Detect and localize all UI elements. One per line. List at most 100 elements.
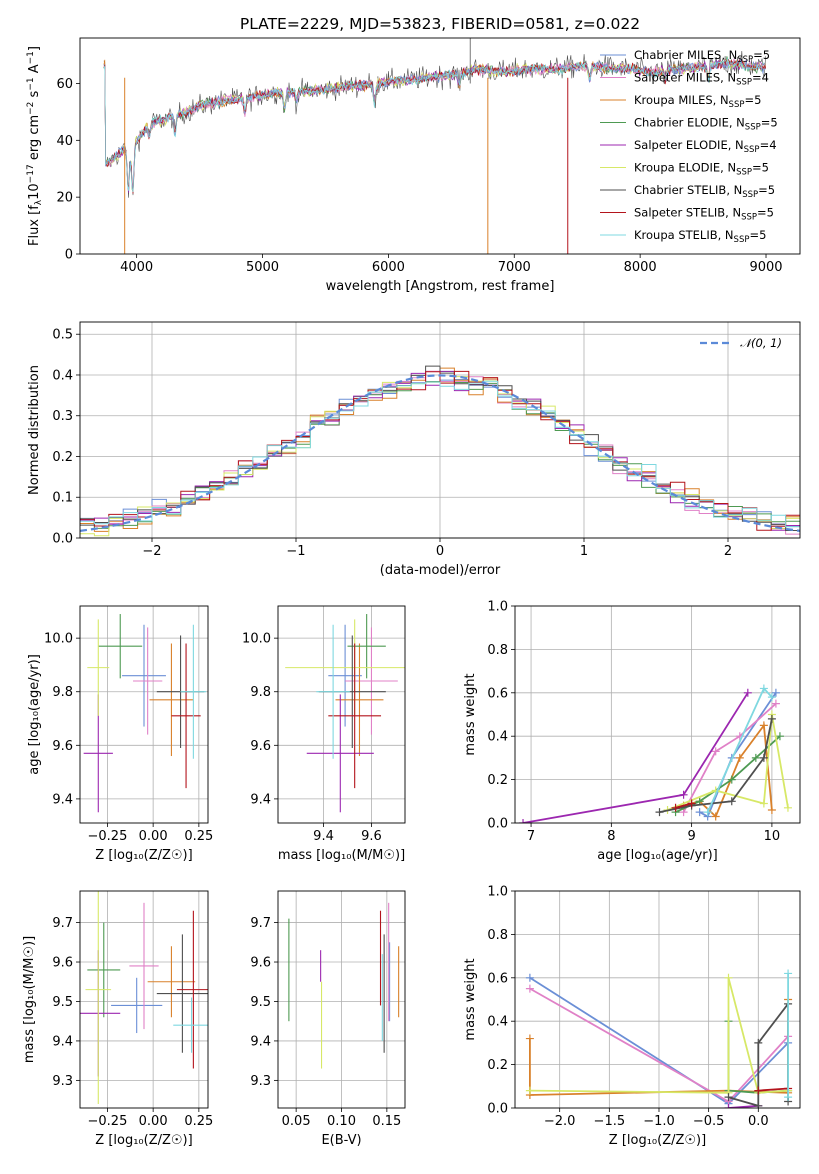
residuals-ytick-label: 0.1 — [52, 491, 73, 506]
massweight_vs_Z-ylabel: mass weight — [463, 958, 478, 1040]
mass_vs_EBV-ytick-label: 9.7 — [250, 916, 271, 931]
massweight_vs_age-marker-chabrier-miles — [695, 808, 704, 817]
age_vs_mass-xtick-label: 9.4 — [313, 829, 334, 844]
age_vs_Z-ytick-label: 9.4 — [52, 792, 73, 807]
massweight_vs_age-marker-chabrier-elodie — [727, 775, 736, 784]
massweight_vs_Z-xtick-label: −1.5 — [594, 1114, 626, 1129]
age_vs_Z-xtick-label: −0.25 — [88, 829, 128, 844]
age_vs_Z-point-salpeter-miles — [133, 627, 163, 735]
legend-label-salpeter-elodie: Salpeter ELODIE, NSSP=4 — [634, 138, 777, 155]
massweight_vs_age-marker-kroupa-stelib — [703, 808, 712, 817]
massweight_vs_age-marker-chabrier-stelib — [655, 808, 664, 817]
massweight_vs_Z-marker-chabrier-stelib — [724, 1093, 733, 1102]
massweight_vs_age-xlabel: age [log₁₀(age/yr)] — [597, 848, 718, 863]
residuals-ytick-label: 0.2 — [52, 450, 73, 465]
legend-label-salpeter-stelib: Salpeter STELIB, NSSP=5 — [634, 206, 774, 223]
age_vs_mass-xtick-label: 9.6 — [361, 829, 382, 844]
massweight_vs_age-marker-kroupa-miles — [759, 721, 768, 730]
spectrum-xtick-label: 7000 — [498, 260, 531, 275]
massweight_vs_age-marker-chabrier-stelib — [767, 714, 776, 723]
spectrum-ylabel: Flux [fλ10−17 erg cm−2 s−1 A−1] — [26, 46, 44, 246]
age_vs_mass-ytick-label: 9.4 — [250, 792, 271, 807]
massweight_vs_Z-frame — [514, 890, 801, 1109]
massweight_vs_Z-ytick-label: 0.6 — [487, 971, 508, 986]
spectrum-ytick-label: 20 — [56, 191, 73, 206]
massweight_vs_age-ylabel: mass weight — [463, 673, 478, 755]
residuals-ytick-label: 0.3 — [52, 409, 73, 424]
legend-label-kroupa-stelib: Kroupa STELIB, NSSP=5 — [634, 228, 766, 245]
spectrum-xtick-label: 8000 — [624, 260, 657, 275]
massweight_vs_Z-xtick-label: 0.0 — [748, 1114, 769, 1129]
mass_vs_EBV-ytick-label: 9.3 — [250, 1074, 271, 1089]
spectrum-xtick-label: 6000 — [372, 260, 405, 275]
massweight_vs_Z-ytick-label: 1.0 — [487, 885, 508, 900]
massweight_vs_age-ytick-label: 1.0 — [487, 600, 508, 615]
spectrum-frame — [79, 37, 801, 255]
mass_vs_Z-xtick-label: 0.00 — [139, 1114, 168, 1129]
mass_vs_EBV-ytick-label: 9.4 — [250, 1034, 271, 1049]
figure-title: PLATE=2229, MJD=53823, FIBERID=0581, z=0… — [240, 15, 640, 33]
age_vs_Z-xtick-label: 0.00 — [139, 829, 168, 844]
residual-hist-salpeter-stelib — [80, 370, 800, 531]
legend-label-kroupa-elodie: Kroupa ELODIE, NSSP=5 — [634, 161, 769, 178]
massweight_vs_Z-xtick-label: −2.0 — [544, 1114, 576, 1129]
age_vs_mass-point-chabrier-elodie — [347, 614, 386, 679]
mass_vs_Z-plot-area — [80, 891, 208, 1105]
spectrum-axes: 4000 5000 6000 7000 8000 9000 0 20 40 60 wavelengt… — [26, 37, 801, 294]
residuals-xtick-label: 2 — [724, 544, 732, 559]
mass_vs_EBV-axes: 0.05 0.10 0.15 9.3 9.4 9.5 9.6 9.7 E(B-V) — [250, 890, 406, 1148]
massweight_vs_age-line-salpeter-miles — [682, 702, 777, 813]
massweight_vs_Z-xlabel: Z [log₁₀(Z/Z☉)] — [609, 1133, 706, 1148]
massweight_vs_age-marker-chabrier-elodie — [751, 753, 760, 762]
massweight_vs_age-ytick-label: 0.6 — [487, 686, 508, 701]
age_vs_Z-point-salpeter-stelib — [171, 643, 201, 789]
mass_vs_Z-point-kroupa-stelib — [173, 997, 208, 1053]
spectrum-legend: Chabrier MILES, NSSP=5 Salpeter MILES, NS… — [600, 48, 778, 245]
massweight_vs_age-ytick-label: 0.0 — [487, 817, 508, 832]
massweight_vs_age-marker-kroupa-miles — [711, 812, 720, 821]
legend-label-chabrier-stelib: Chabrier STELIB, NSSP=5 — [634, 183, 775, 200]
mass_vs_Z-point-kroupa-miles — [147, 946, 196, 1018]
mass_vs_Z-ytick-label: 9.5 — [52, 995, 73, 1010]
massweight_vs_age-xtick-label: 7 — [527, 829, 535, 844]
age_vs_mass-point-salpeter-stelib — [328, 643, 382, 789]
massweight_vs_age-marker-chabrier-elodie — [775, 732, 784, 741]
age_vs_mass-ytick-label: 10.0 — [242, 632, 271, 647]
mass_vs_Z-point-chabrier-elodie — [87, 922, 121, 1018]
mass_vs_Z-point-chabrier-stelib — [156, 934, 208, 1053]
mass_vs_Z-point-chabrier-miles — [111, 977, 163, 1034]
massweight_vs_age-marker-kroupa-stelib — [759, 684, 768, 693]
age_vs_Z-point-kroupa-elodie — [87, 619, 110, 716]
massweight_vs_Z-marker-kroupa-stelib — [784, 969, 793, 978]
spectrum-ytick-label: 60 — [56, 77, 73, 92]
massweight_vs_age-marker-chabrier-stelib — [727, 797, 736, 806]
massweight_vs_Z-marker-chabrier-stelib — [754, 1038, 763, 1047]
mass_vs_Z-frame — [79, 890, 209, 1109]
massweight_vs_age-ytick-label: 0.2 — [487, 773, 508, 788]
spectrum-xtick-label: 5000 — [246, 260, 279, 275]
massweight_vs_Z-marker-salpeter-stelib — [754, 1086, 763, 1095]
massweight_vs_Z-axes: −2.0 −1.5 −1.0 −0.5 0.0 0.0 0.2 0.4 0.6 0.8 1.0 Z [… — [463, 885, 801, 1148]
age_vs_Z-ytick-label: 9.8 — [52, 685, 73, 700]
normal-curve — [80, 374, 800, 532]
massweight_vs_Z-xtick-label: −1.0 — [643, 1114, 675, 1129]
massweight_vs_age-marker-salpeter-elodie — [743, 688, 752, 697]
mass_vs_EBV-xlabel: E(B-V) — [321, 1133, 361, 1148]
age_vs_Z-xlabel: Z [log₁₀(Z/Z☉)] — [95, 848, 192, 863]
legend-label-kroupa-miles: Kroupa MILES, NSSP=5 — [634, 93, 761, 110]
massweight_vs_age-marker-kroupa-miles — [767, 805, 776, 814]
age_vs_Z-ytick-label: 9.6 — [52, 739, 73, 754]
massweight_vs_Z-marker-salpeter-miles — [525, 984, 534, 993]
massweight_vs_age-ytick-label: 0.8 — [487, 643, 508, 658]
massweight_vs_age-marker-salpeter-elodie — [519, 819, 528, 823]
age_vs_mass-ytick-label: 9.8 — [250, 685, 271, 700]
massweight_vs_age-marker-chabrier-stelib — [759, 753, 768, 762]
mass_vs_Z-point-salpeter-stelib — [176, 910, 208, 1069]
massweight_vs_age-ytick-label: 0.4 — [487, 730, 508, 745]
massweight_vs_Z-line-salpeter-stelib — [758, 1087, 789, 1092]
residuals-axes: −2 −1 0 1 2 0.0 0.1 0.2 0.3 0.4 0.5 (data-model)/er… — [27, 321, 801, 578]
massweight_vs_Z-marker-kroupa-elodie — [525, 1086, 534, 1095]
massweight_vs_age-marker-chabrier-miles — [771, 688, 780, 697]
spectrum-xtick-label: 9000 — [749, 260, 782, 275]
